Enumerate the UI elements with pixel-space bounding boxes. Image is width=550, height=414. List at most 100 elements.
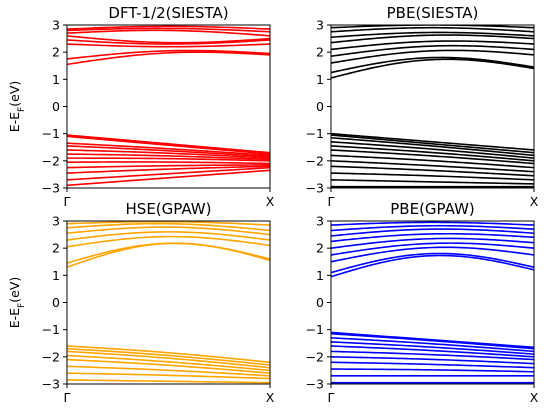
conduction-band-line	[67, 35, 270, 44]
valence-band-line	[67, 345, 270, 364]
valence-band-line	[331, 160, 534, 173]
band-panel-4: 3 2 1 0 −1 −2 −3 Γ X PBE(GPAW)	[306, 200, 539, 405]
conduction-band-line	[331, 44, 534, 58]
y-tick-label: 2	[52, 45, 60, 60]
valence-band-line	[331, 341, 534, 355]
valence-band-line	[67, 145, 270, 158]
conduction-band-line	[67, 39, 270, 45]
conduction-band-line	[67, 242, 270, 264]
conduction-band-line	[331, 40, 534, 51]
y-tick-label: 0	[52, 295, 60, 310]
y-tick-label: 0	[316, 295, 324, 310]
valence-band-line	[331, 345, 534, 358]
y-tick-label: −2	[306, 349, 324, 364]
x-tick-label: X	[266, 390, 275, 405]
valence-band-line	[67, 166, 270, 181]
conduction-band-line	[67, 222, 270, 232]
conduction-band-line	[331, 228, 534, 237]
y-axis-label: E-EF(eV)	[7, 81, 27, 133]
band-panel-3: 3 2 1 0 −1 −2 −3 Γ X HSE(GPAW) E-EF(eV)	[7, 200, 275, 405]
plot-frame	[330, 24, 535, 189]
conduction-band-line	[67, 43, 270, 48]
band-lines	[67, 221, 270, 384]
band-panel-1: 3 2 1 0 −1 −2 −3 Γ X DFT-1/2(SIESTA) E-EF(eV)	[7, 4, 275, 209]
band-lines	[331, 25, 534, 188]
valence-band-line	[331, 134, 534, 154]
valence-band-line	[67, 153, 270, 161]
conduction-band-line	[67, 231, 270, 241]
x-tick-label: X	[266, 194, 275, 209]
y-tick-label: −1	[42, 322, 60, 337]
y-tick-label: 3	[316, 18, 324, 33]
valence-band-line	[67, 134, 270, 154]
valence-band-line	[331, 179, 534, 185]
valence-band-line	[67, 161, 270, 165]
band-panel-2: 3 2 1 0 −1 −2 −3 Γ X PBE(SIESTA)	[306, 4, 539, 209]
valence-band-line	[67, 164, 270, 169]
valence-band-line	[67, 135, 270, 155]
conduction-band-line	[67, 226, 270, 236]
y-tick-label: 2	[52, 241, 60, 256]
y-tick-label: 3	[52, 18, 60, 33]
x-tick-label: Γ	[328, 194, 335, 209]
conduction-band-line	[331, 58, 534, 79]
valence-band-line	[67, 347, 270, 366]
valence-band-line	[331, 136, 534, 157]
x-tick-label: X	[530, 194, 539, 209]
panel-title: HSE(GPAW)	[126, 200, 212, 218]
y-axis-label: E-EF(eV)	[7, 277, 27, 329]
conduction-band-line	[331, 246, 534, 263]
conduction-band-line	[331, 242, 534, 256]
conduction-band-line	[67, 235, 270, 248]
conduction-band-line	[331, 31, 534, 39]
valence-band-line	[67, 354, 270, 372]
valence-band-line	[331, 332, 534, 350]
panel-title: PBE(SIESTA)	[387, 4, 479, 22]
valence-band-line	[67, 157, 270, 162]
conduction-band-line	[331, 49, 534, 64]
y-tick-label: −3	[306, 181, 324, 196]
x-tick-label: Γ	[64, 194, 71, 209]
valence-band-line	[67, 165, 270, 174]
conduction-band-line	[331, 252, 534, 274]
y-tick-label: 3	[316, 214, 324, 229]
valence-band-line	[67, 372, 270, 380]
conduction-band-line	[331, 34, 534, 44]
valence-band-line	[331, 145, 534, 162]
valence-band-line	[67, 379, 270, 384]
y-tick-label: 2	[316, 241, 324, 256]
valence-band-line	[331, 356, 534, 365]
conduction-band-line	[331, 26, 534, 33]
x-tick-label: Γ	[328, 390, 335, 405]
band-lines	[67, 25, 270, 187]
valence-band-line	[331, 331, 534, 349]
y-tick-label: 1	[52, 72, 60, 87]
valence-band-line	[331, 368, 534, 373]
valence-band-line	[67, 358, 270, 374]
conduction-band-line	[67, 49, 270, 60]
panel-title: DFT-1/2(SIESTA)	[108, 4, 228, 22]
y-tick-label: 0	[52, 99, 60, 114]
valence-band-line	[67, 142, 270, 157]
x-tick-label: Γ	[64, 390, 71, 405]
panel-title: PBE(GPAW)	[390, 200, 475, 218]
conduction-band-line	[67, 25, 270, 30]
y-tick-label: 1	[316, 72, 324, 87]
conduction-band-line	[67, 51, 270, 66]
y-tick-label: −1	[42, 126, 60, 141]
valence-band-line	[331, 154, 534, 169]
y-tick-label: −2	[42, 349, 60, 364]
valence-band-line	[331, 132, 534, 151]
valence-band-line	[67, 169, 270, 187]
valence-band-line	[331, 172, 534, 181]
y-tick-label: 1	[316, 268, 324, 283]
y-tick-label: −2	[306, 153, 324, 168]
conduction-band-line	[67, 27, 270, 33]
valence-band-line	[67, 149, 270, 159]
conduction-band-line	[331, 56, 534, 74]
band-lines	[331, 221, 534, 384]
valence-band-line	[331, 361, 534, 369]
y-tick-label: −3	[42, 377, 60, 392]
valence-band-line	[67, 350, 270, 369]
